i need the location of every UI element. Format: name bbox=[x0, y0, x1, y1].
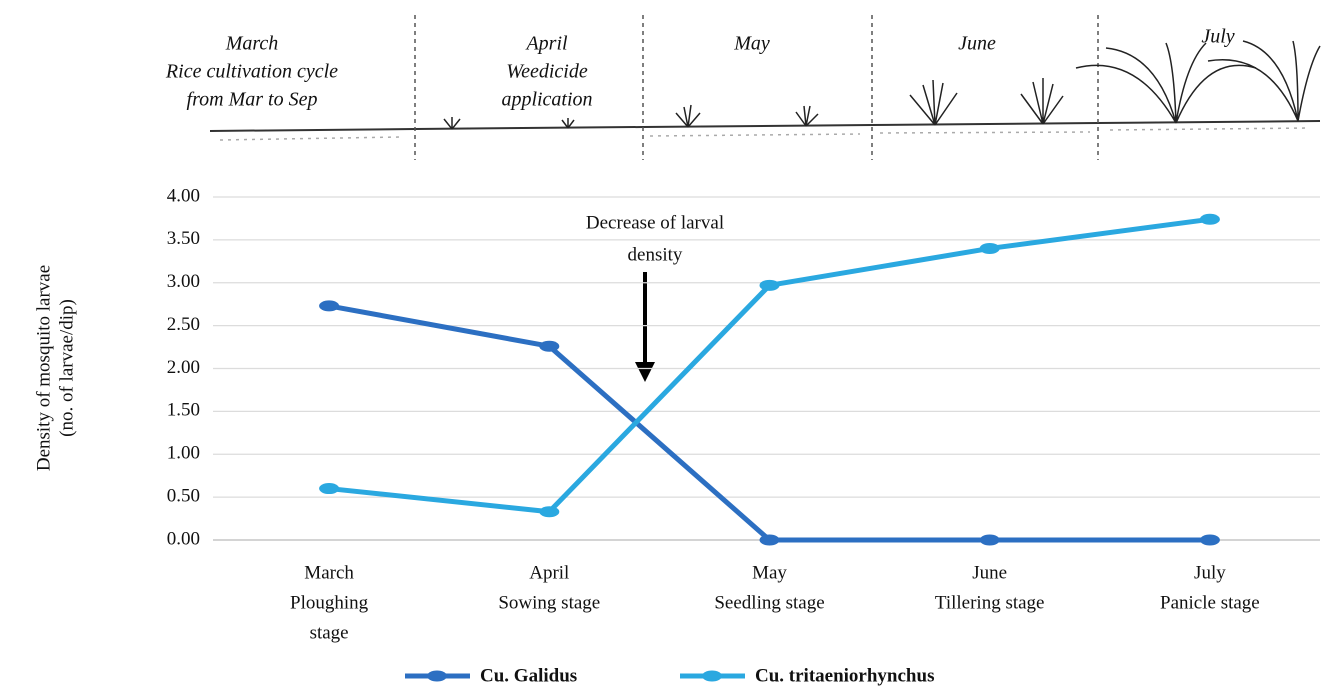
cycle-label: March bbox=[225, 33, 279, 55]
x-tick-label: Panicle stage bbox=[1160, 592, 1260, 613]
legend-label: Cu. Galidus bbox=[480, 665, 577, 686]
x-tick-label: April bbox=[529, 562, 569, 583]
annotation-arrow bbox=[635, 272, 655, 382]
marker bbox=[760, 280, 780, 291]
cycle-label: May bbox=[733, 33, 770, 55]
x-tick-label: June bbox=[972, 562, 1007, 583]
plants bbox=[444, 41, 1320, 129]
marker bbox=[319, 300, 339, 311]
y-axis-label: (no. of larvae/dip) bbox=[56, 299, 77, 437]
annotation: Decrease of larval bbox=[586, 212, 724, 233]
x-tick-label: Ploughing bbox=[290, 592, 369, 613]
x-tick-label: May bbox=[752, 562, 787, 583]
y-tick-label: 0.00 bbox=[167, 528, 200, 549]
x-tick-label: Sowing stage bbox=[498, 592, 600, 613]
cycle-label: Rice cultivation cycle bbox=[165, 61, 338, 83]
annotation: density bbox=[628, 244, 683, 265]
chart: March Rice cultivation cycle from Mar to S… bbox=[0, 0, 1327, 691]
marker bbox=[539, 341, 559, 352]
y-tick-label: 3.00 bbox=[167, 271, 200, 292]
x-tick-label: July bbox=[1194, 562, 1226, 583]
y-tick-label: 4.00 bbox=[167, 185, 200, 206]
marker bbox=[1200, 535, 1220, 546]
y-tick-label: 0.50 bbox=[167, 485, 200, 506]
y-tick-label: 1.00 bbox=[167, 443, 200, 464]
marker bbox=[319, 483, 339, 494]
y-axis-label: Density of mosquito larvae bbox=[33, 265, 54, 471]
cycle-label: application bbox=[501, 89, 592, 111]
cycle-label: July bbox=[1201, 26, 1234, 48]
legend-marker bbox=[702, 671, 722, 682]
series-line bbox=[329, 219, 1210, 511]
cycle-label: June bbox=[958, 33, 996, 55]
x-tick-label: March bbox=[304, 562, 354, 583]
marker bbox=[1200, 214, 1220, 225]
y-tick-label: 2.00 bbox=[167, 357, 200, 378]
marker bbox=[760, 535, 780, 546]
cycle-label: Weedicide bbox=[506, 61, 588, 83]
marker bbox=[980, 535, 1000, 546]
cycle-label: from Mar to Sep bbox=[187, 89, 318, 111]
x-tick-label: stage bbox=[310, 622, 349, 643]
marker bbox=[980, 243, 1000, 254]
y-tick-label: 1.50 bbox=[167, 400, 200, 421]
y-tick-label: 3.50 bbox=[167, 228, 200, 249]
x-tick-label: Tillering stage bbox=[935, 592, 1045, 613]
legend-marker bbox=[427, 671, 447, 682]
ground-line bbox=[210, 121, 1320, 131]
legend-label: Cu. tritaeniorhynchus bbox=[755, 665, 934, 686]
marker bbox=[539, 506, 559, 517]
y-tick-label: 2.50 bbox=[167, 314, 200, 335]
cycle-label: April bbox=[524, 33, 568, 55]
x-tick-label: Seedling stage bbox=[714, 592, 824, 613]
